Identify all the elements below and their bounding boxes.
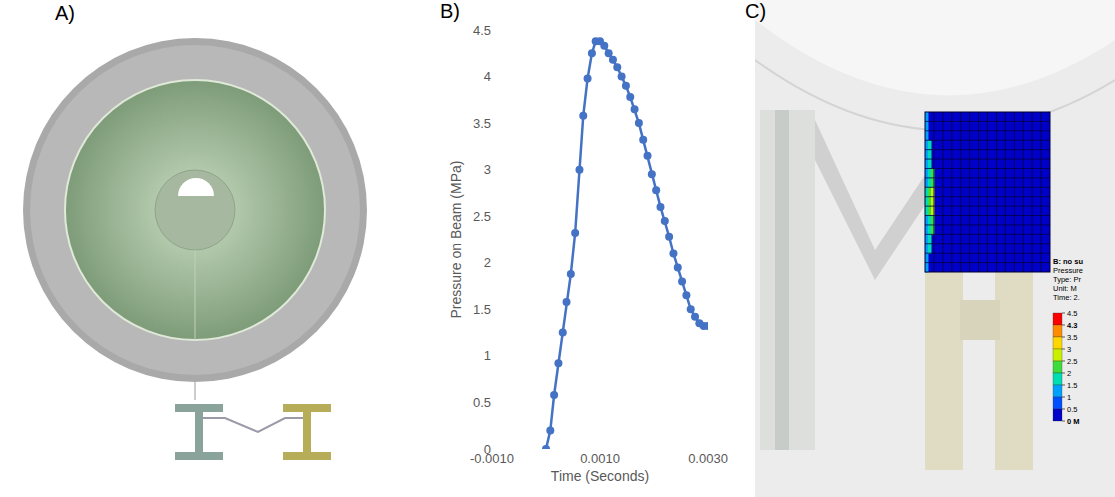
html-text:B): B) xyxy=(440,0,460,22)
svg-text:4.5: 4.5 xyxy=(473,23,491,38)
svg-text:4.3: 4.3 xyxy=(1067,321,1077,330)
svg-text:Type: Pr: Type: Pr xyxy=(1053,275,1081,284)
svg-text:1.5: 1.5 xyxy=(1067,381,1077,390)
svg-text:0 M: 0 M xyxy=(1067,417,1080,426)
svg-text:Pressure on Beam (MPa): Pressure on Beam (MPa) xyxy=(448,161,464,319)
svg-text:1: 1 xyxy=(484,348,491,363)
svg-text:4.5: 4.5 xyxy=(1067,309,1077,318)
svg-text:0.5: 0.5 xyxy=(1067,405,1077,414)
svg-text:2: 2 xyxy=(484,255,491,270)
svg-text:1: 1 xyxy=(1067,393,1071,402)
svg-text:3: 3 xyxy=(484,162,491,177)
svg-text:Pressure: Pressure xyxy=(1053,266,1083,275)
svg-text:0.0010: 0.0010 xyxy=(580,451,620,466)
html-text:A): A) xyxy=(55,2,75,24)
svg-text:0.0030: 0.0030 xyxy=(688,451,728,466)
svg-text:Time: 2.: Time: 2. xyxy=(1053,293,1080,302)
svg-text:Time (Seconds): Time (Seconds) xyxy=(551,468,649,484)
svg-text:0.5: 0.5 xyxy=(473,395,491,410)
html-text:C): C) xyxy=(745,0,767,22)
svg-text:4: 4 xyxy=(484,69,491,84)
svg-text:0: 0 xyxy=(484,442,491,457)
svg-text:3.5: 3.5 xyxy=(1067,333,1077,342)
svg-text:2.5: 2.5 xyxy=(1067,357,1077,366)
svg-text:1.5: 1.5 xyxy=(473,302,491,317)
svg-text:B: no su: B: no su xyxy=(1053,257,1083,266)
svg-text:-0.0010: -0.0010 xyxy=(470,451,514,466)
svg-text:2.5: 2.5 xyxy=(473,209,491,224)
svg-text:3.5: 3.5 xyxy=(473,116,491,131)
svg-text:2: 2 xyxy=(1067,369,1071,378)
svg-text:Unit: M: Unit: M xyxy=(1053,284,1077,293)
svg-text:3: 3 xyxy=(1067,345,1071,354)
